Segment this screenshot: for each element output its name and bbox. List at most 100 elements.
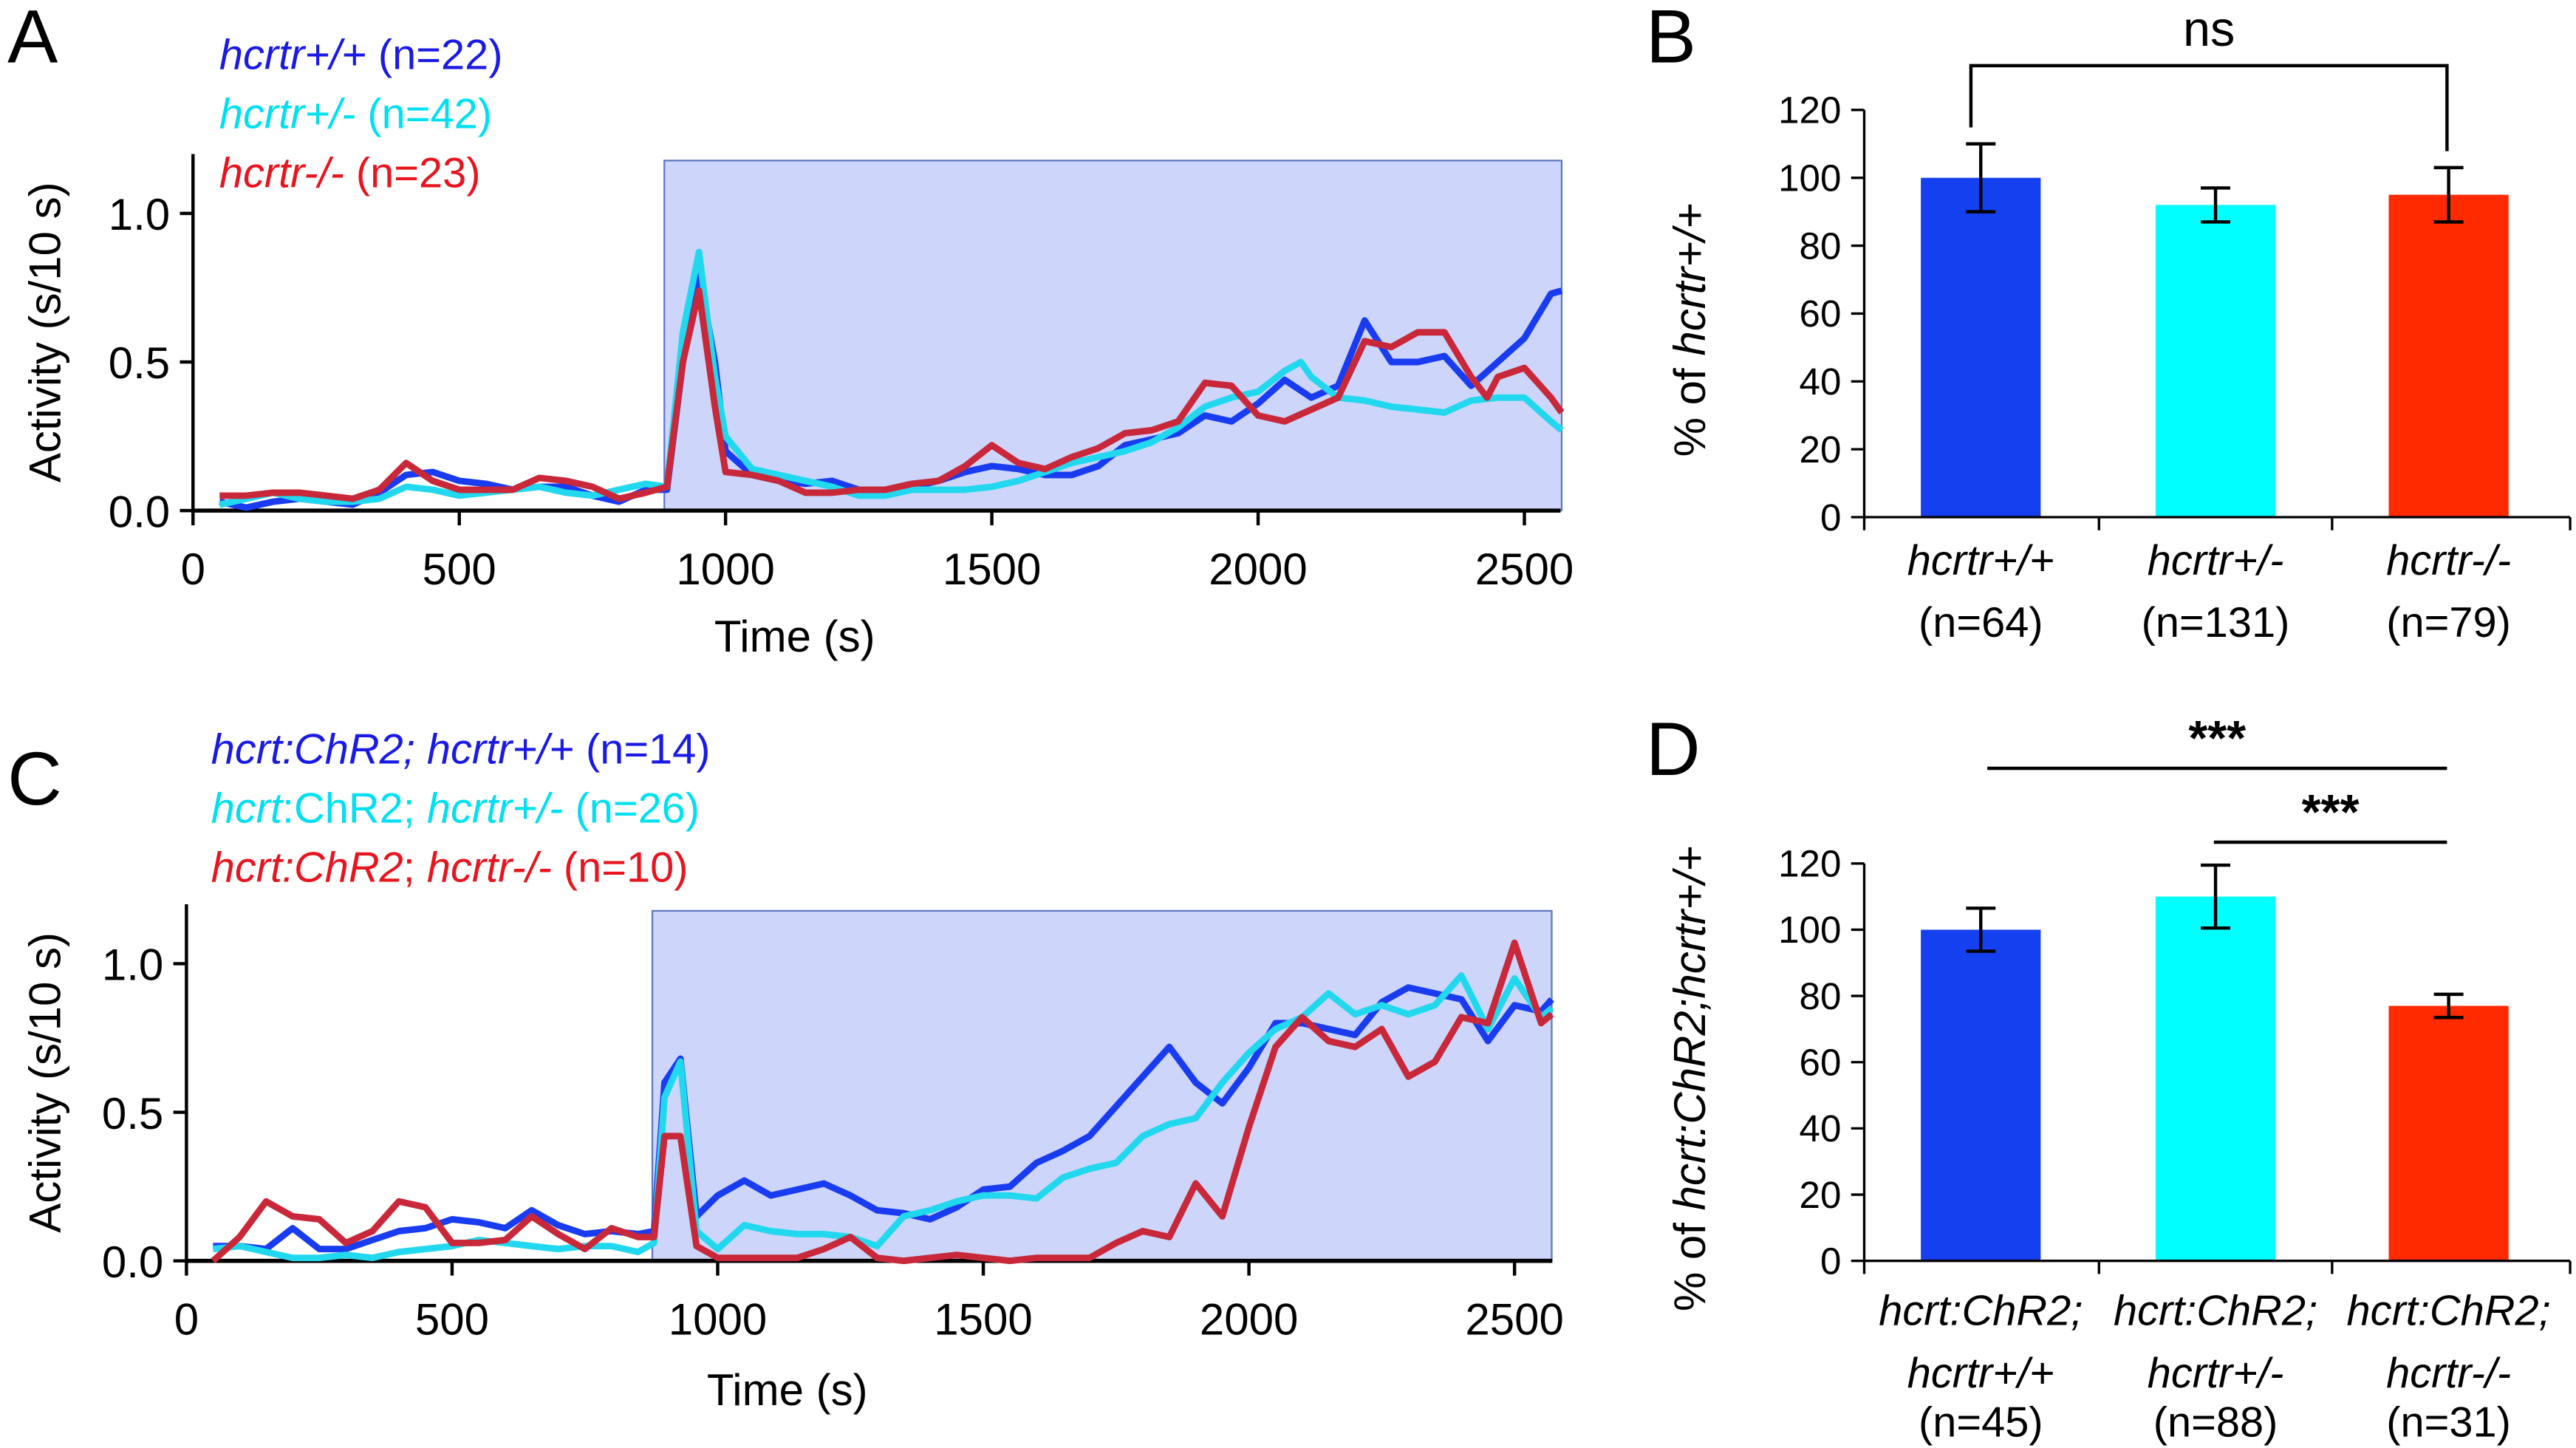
x-tick-label: 1000 xyxy=(669,1295,767,1345)
text-segment: hcrtr+/+ xyxy=(219,31,366,78)
y-tick-label: 40 xyxy=(1800,361,1842,403)
significance-label: ns xyxy=(2183,2,2235,57)
text-segment: hcrt:ChR2;hcrtr+/+ xyxy=(1665,846,1715,1211)
category-label: hcrtr+/+ xyxy=(1907,1350,2054,1397)
y-tick-label: 0.5 xyxy=(102,1089,163,1138)
panel-letter: C xyxy=(7,736,62,821)
legend-entry-wt: hcrt:ChR2; hcrtr+/+ (n=14) xyxy=(211,725,711,773)
x-tick-label: 1500 xyxy=(943,544,1041,594)
legend-entry-het: hcrtr+/- (n=42) xyxy=(219,90,492,137)
y-axis-label: % of hcrtr+/+ xyxy=(1665,203,1715,457)
y-tick-label: 0 xyxy=(1820,496,1841,539)
y-tick-label: 80 xyxy=(1800,975,1842,1017)
category-label: hcrt:ChR2; xyxy=(2114,1287,2317,1334)
x-axis-label: Time (s) xyxy=(714,612,875,661)
text-segment: (n=42) xyxy=(355,90,492,137)
text-segment: (n=79) xyxy=(2386,599,2511,646)
x-tick-label: 2500 xyxy=(1475,544,1574,594)
y-tick-label: 0.0 xyxy=(102,1237,163,1287)
text-segment: (n=23) xyxy=(344,149,481,197)
category-label: hcrtr-/- xyxy=(2386,537,2511,584)
text-segment: hcrt:ChR2; xyxy=(1879,1287,2083,1334)
text-segment: (n=22) xyxy=(366,31,503,78)
panel-c: C 0 500 1000 1500 2000 2500 0.0 0.5 1.0 Time (s) Ac… xyxy=(7,725,1564,1415)
text-segment: (n=26) xyxy=(563,785,700,832)
text-segment: (n=64) xyxy=(1919,599,2043,646)
y-axis-label: % of hcrt:ChR2;hcrtr+/+ xyxy=(1665,846,1715,1311)
text-segment: hcrtr+/+ xyxy=(1907,1350,2054,1397)
bar-het xyxy=(2155,205,2276,517)
category-label: hcrtr-/- xyxy=(2386,1350,2511,1397)
legend-entry-het: hcrt:ChR2; hcrtr+/- (n=26) xyxy=(211,785,700,832)
y-axis-label: Activity (s/10 s) xyxy=(20,932,69,1233)
stimulus-shading xyxy=(651,909,1553,1262)
x-tick-label: 0 xyxy=(181,544,205,594)
series-line-ko xyxy=(211,939,1554,1265)
panel-letter: A xyxy=(7,0,58,78)
text-segment: hcrtr+/- xyxy=(2148,1350,2284,1397)
category-label: hcrtr+/- xyxy=(2148,1350,2284,1397)
text-segment: hcrtr+/- xyxy=(2148,537,2284,584)
category-label: (n=64) xyxy=(1919,599,2043,646)
text-segment: hcrt:ChR2; hcrtr+/+ xyxy=(211,725,574,773)
y-tick-label: 20 xyxy=(1800,428,1842,471)
significance-label: *** xyxy=(2302,785,2360,840)
significance-label: *** xyxy=(2188,711,2246,766)
category-label: hcrtr+/+ xyxy=(1907,537,2054,584)
category-label: (n=131) xyxy=(2142,599,2290,646)
y-tick-label: 100 xyxy=(1778,157,1841,199)
category-label: (n=79) xyxy=(2386,599,2511,646)
y-tick-label: 60 xyxy=(1800,293,1842,335)
y-tick-label: 1.0 xyxy=(102,940,163,990)
legend-entry-ko: hcrtr-/- (n=23) xyxy=(219,149,481,197)
category-label: hcrt:ChR2; xyxy=(2347,1287,2551,1334)
text-segment: hcrtr-/- xyxy=(427,844,552,891)
text-segment: hcrtr-/- xyxy=(2386,1350,2511,1397)
y-tick-label: 40 xyxy=(1800,1107,1842,1150)
y-tick-label: 0.5 xyxy=(109,338,170,388)
text-segment: :ChR2; xyxy=(282,785,427,832)
text-segment: (n=31) xyxy=(2386,1399,2511,1446)
significance-bracket xyxy=(1969,64,2449,151)
category-label: (n=31) xyxy=(2386,1399,2511,1446)
x-axis-label: Time (s) xyxy=(707,1365,868,1415)
category-label: (n=45) xyxy=(1919,1399,2043,1446)
legend-entry-wt: hcrtr+/+ (n=22) xyxy=(219,31,503,78)
text-segment: hcrtr+/+ xyxy=(1907,537,2054,584)
text-segment: hcrtr-/- xyxy=(219,149,344,197)
text-segment: (n=10) xyxy=(552,844,689,891)
x-tick-label: 1000 xyxy=(676,544,774,594)
series-line-ko xyxy=(219,287,1565,502)
y-tick-label: 20 xyxy=(1800,1174,1842,1216)
y-tick-label: 80 xyxy=(1800,225,1842,267)
text-segment: (n=14) xyxy=(574,725,711,773)
bar-wt xyxy=(1921,177,2041,517)
text-segment: hcrtr+/+ xyxy=(1665,203,1715,356)
x-tick-label: 2000 xyxy=(1200,1295,1298,1345)
y-tick-label: 120 xyxy=(1778,843,1841,885)
category-label: (n=88) xyxy=(2153,1399,2278,1446)
y-axis-label: Activity (s/10 s) xyxy=(20,182,69,482)
x-tick-label: 2000 xyxy=(1209,544,1307,594)
text-segment: ; xyxy=(403,844,427,891)
panel-d: Dhcrt:ChR2;hcrtr+/+(n=45)hcrt:ChR2;hcrtr… xyxy=(1646,706,2572,1446)
y-tick-label: 60 xyxy=(1800,1042,1842,1084)
text-segment: hcrtr+/- xyxy=(219,90,356,137)
bar-wt xyxy=(1921,929,2041,1261)
text-segment: % of xyxy=(1665,1210,1715,1311)
panel-a: A 0 500 1000 1500 2000 2500 0.0 0.5 1.0 Time (s) Ac… xyxy=(7,0,1574,661)
y-tick-label: 100 xyxy=(1778,909,1841,951)
panel-letter: D xyxy=(1646,706,1701,791)
category-label: hcrtr+/- xyxy=(2148,537,2284,584)
bar-ko xyxy=(2388,1005,2509,1261)
series-line-wt xyxy=(213,984,1554,1253)
x-tick-label: 500 xyxy=(415,1295,489,1345)
bar-het xyxy=(2155,896,2276,1261)
legend-entry-ko: hcrt:ChR2; hcrtr-/- (n=10) xyxy=(211,844,689,891)
y-tick-label: 1.0 xyxy=(109,190,170,239)
series-line-het xyxy=(212,972,1554,1262)
text-segment: (n=45) xyxy=(1919,1399,2043,1446)
panel-letter: B xyxy=(1646,0,1696,78)
text-segment: hcrtr+/- xyxy=(427,785,564,832)
